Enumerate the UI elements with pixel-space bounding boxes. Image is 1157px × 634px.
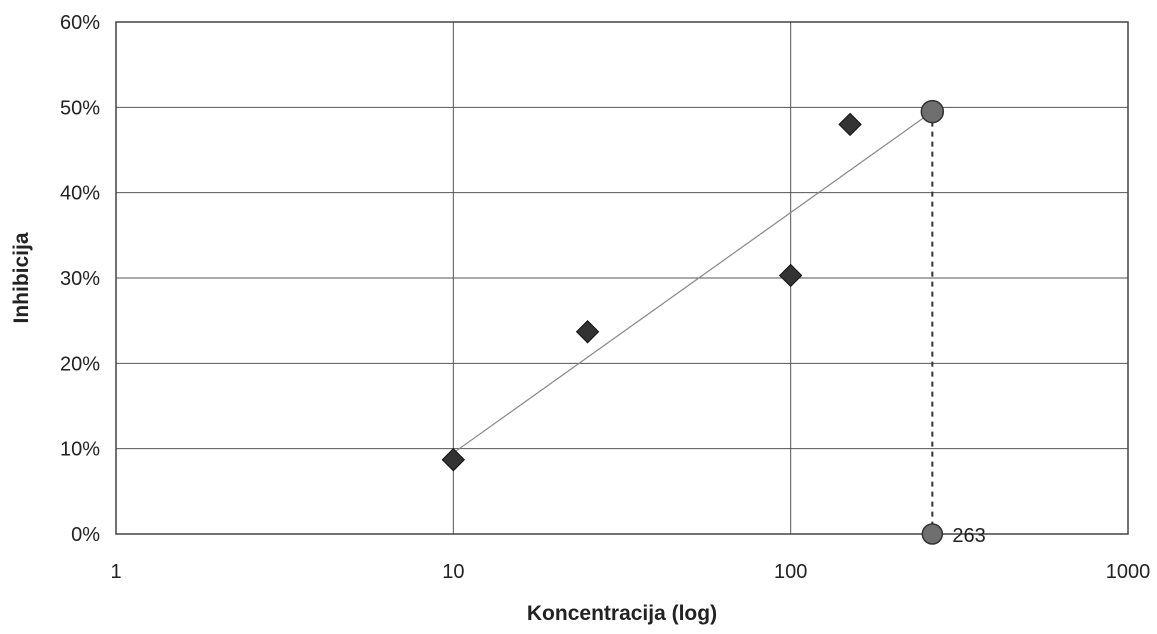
trend-line-layer [452, 111, 934, 534]
y-tick-label: 50% [60, 97, 100, 119]
plot-area-border [115, 21, 1129, 535]
y-tick-label: 20% [60, 353, 100, 375]
axis-ticks: 0% 10% 20% 30% 40% 50% 60% 1 10 100 1000 [60, 12, 1150, 583]
grid [115, 21, 1129, 535]
data-points: 263 [441, 99, 986, 547]
x-tick-label: 100 [774, 561, 807, 583]
ic50-point-marker [920, 99, 945, 124]
y-tick-label: 10% [60, 439, 100, 461]
data-point-diamond [838, 112, 862, 137]
y-tick-label: 0% [71, 524, 100, 546]
y-tick-label: 60% [60, 12, 100, 34]
x-tick-label: 1 [110, 561, 121, 583]
ic50-axis-marker [921, 523, 944, 545]
x-tick-label: 10 [442, 561, 464, 583]
data-point-diamond [575, 320, 600, 344]
trend-line [452, 111, 933, 454]
x-axis-title: Koncentracija (log) [527, 602, 717, 625]
y-tick-label: 40% [60, 183, 100, 205]
y-tick-label: 30% [60, 268, 100, 290]
data-point-diamond [778, 263, 803, 288]
y-axis-title: Inhibicija [10, 232, 33, 323]
data-point-diamond [441, 448, 466, 472]
x-tick-label: 1000 [1106, 561, 1151, 583]
ic50-value-label: 263 [952, 525, 985, 547]
